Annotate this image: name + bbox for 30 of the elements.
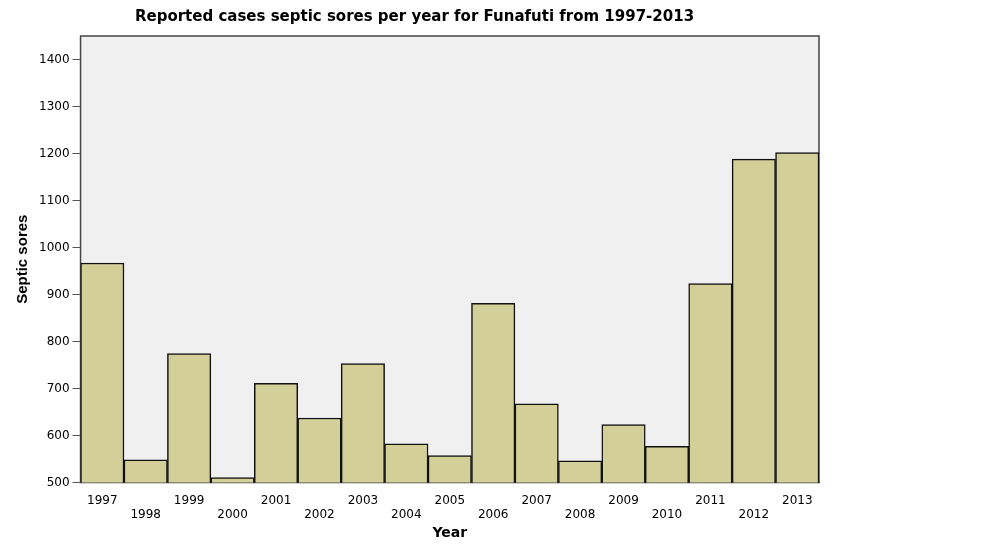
x-tick-label: 2005 [434, 492, 466, 507]
y-tick-label: 500 [46, 474, 70, 489]
x-tick-label: 2006 [477, 507, 509, 522]
y-tick-label: 1100 [38, 192, 70, 207]
y-tick-label: 800 [46, 333, 70, 348]
x-tick-label: 2004 [391, 507, 422, 522]
x-tick-label: 2013 [782, 492, 813, 507]
x-tick-label: 1998 [130, 507, 161, 522]
y-tick-label: 1400 [38, 51, 70, 66]
x-tick-label: 2012 [738, 507, 770, 522]
y-tick-label: 600 [46, 427, 70, 442]
x-tick-label: 2002 [304, 507, 335, 522]
y-tick-label: 1300 [38, 98, 70, 113]
x-tick-label: 1997 [86, 492, 118, 507]
y-tick-label: 900 [46, 286, 70, 301]
x-tick-label: 2011 [695, 492, 726, 507]
x-tick-label: 2007 [521, 492, 552, 507]
y-tick-label: 1000 [38, 239, 70, 254]
y-tick-label: 700 [46, 380, 70, 395]
x-tick-label: 2008 [564, 507, 596, 522]
x-tick-label: 2001 [260, 492, 292, 507]
chart-title: Reported cases septic sores per year for Funafuti from 1997-2013 [134, 6, 695, 25]
y-tick-label: 1200 [38, 145, 70, 160]
x-axis-title: Year [431, 524, 468, 541]
x-tick-label: 1999 [173, 492, 205, 507]
x-tick-label: 2000 [217, 507, 248, 522]
x-tick-label: 2003 [347, 492, 379, 507]
y-axis-title: Septic sores [13, 214, 31, 304]
x-tick-label: 2010 [651, 507, 683, 522]
x-tick-label: 2009 [608, 492, 639, 507]
